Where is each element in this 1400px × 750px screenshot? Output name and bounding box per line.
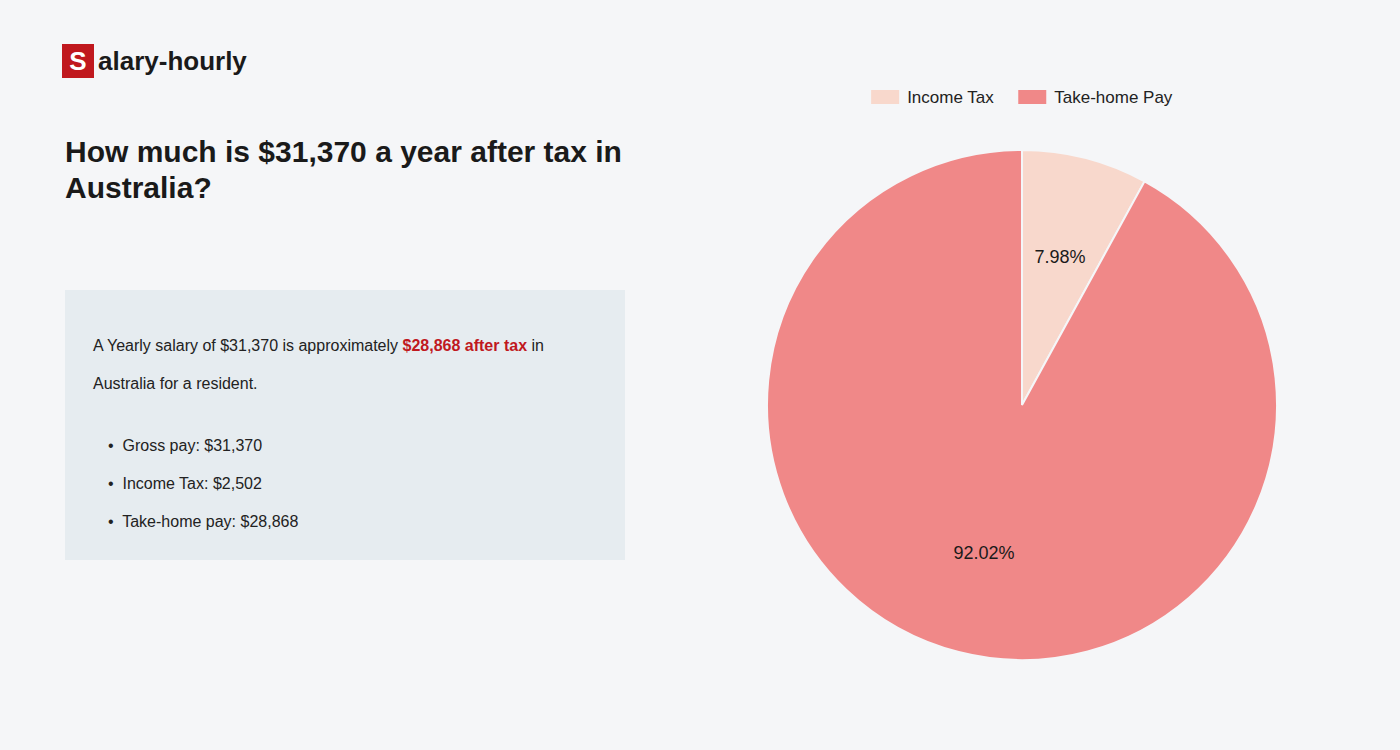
data-label: 92.02% xyxy=(954,543,1015,563)
info-highlight: $28,868 after tax xyxy=(403,337,528,354)
legend-swatch xyxy=(871,90,899,104)
info-text: Australia for a resident. xyxy=(93,375,258,392)
title-line: Australia? xyxy=(65,171,212,204)
pie xyxy=(767,150,1277,660)
bullet-item: • Gross pay: $31,370 xyxy=(108,437,262,454)
legend: Income Tax Take-home Pay xyxy=(871,88,1173,107)
logo-text: alary-hourly xyxy=(98,46,247,76)
chart: Salary-hourly How much is $31,370 a year … xyxy=(0,0,1400,750)
legend-label: Income Tax xyxy=(907,88,994,107)
title-line: How much is $31,370 a year after tax in xyxy=(65,135,622,168)
title: How much is $31,370 a year after tax inA… xyxy=(65,135,622,204)
legend-item: Take-home Pay xyxy=(1018,88,1173,107)
bullet-item: • Income Tax: $2,502 xyxy=(108,475,262,492)
logo-box xyxy=(62,44,94,78)
logo: Salary-hourly xyxy=(62,44,247,78)
legend-item: Income Tax xyxy=(871,88,994,107)
info-text: A Yearly salary of $31,370 is approximat… xyxy=(93,337,544,354)
pie-slice xyxy=(767,150,1277,660)
legend-swatch xyxy=(1018,90,1046,104)
info-box-bg xyxy=(65,290,625,560)
legend-label: Take-home Pay xyxy=(1054,88,1173,107)
data-labels: 7.98% 92.02% xyxy=(954,247,1086,563)
data-label: 7.98% xyxy=(1034,247,1085,267)
bullet-item: • Take-home pay: $28,868 xyxy=(108,513,298,530)
logo-letter: S xyxy=(69,46,86,76)
info-text-part: A Yearly salary of $31,370 is approximat… xyxy=(93,337,403,354)
info-box: A Yearly salary of $31,370 is approximat… xyxy=(65,290,625,560)
info-text-part: in xyxy=(527,337,544,354)
